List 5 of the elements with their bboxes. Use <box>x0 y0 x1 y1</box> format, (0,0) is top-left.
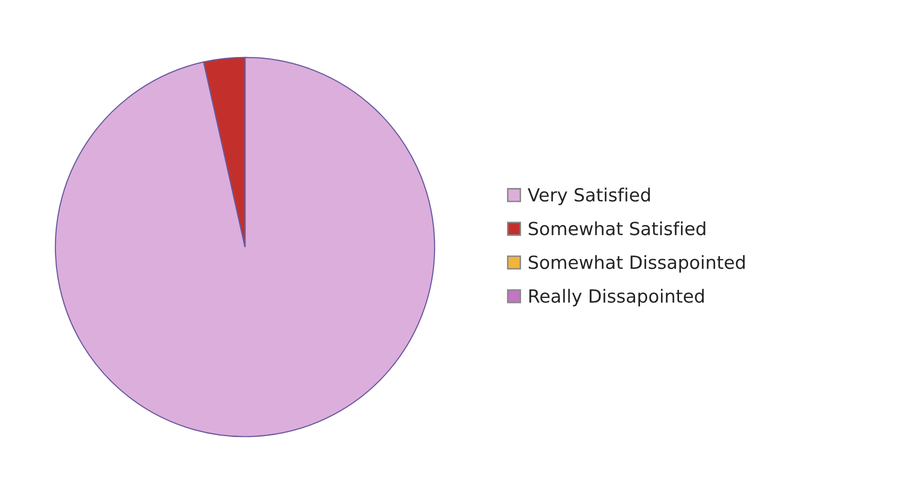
legend-label: Somewhat Dissapointed <box>528 255 745 273</box>
pie-slice <box>54 56 436 438</box>
legend-label: Really Dissapointed <box>529 288 704 306</box>
legend-label: Very Satisfied <box>528 188 650 206</box>
legend-label: Somewhat Satisfied <box>528 221 706 236</box>
